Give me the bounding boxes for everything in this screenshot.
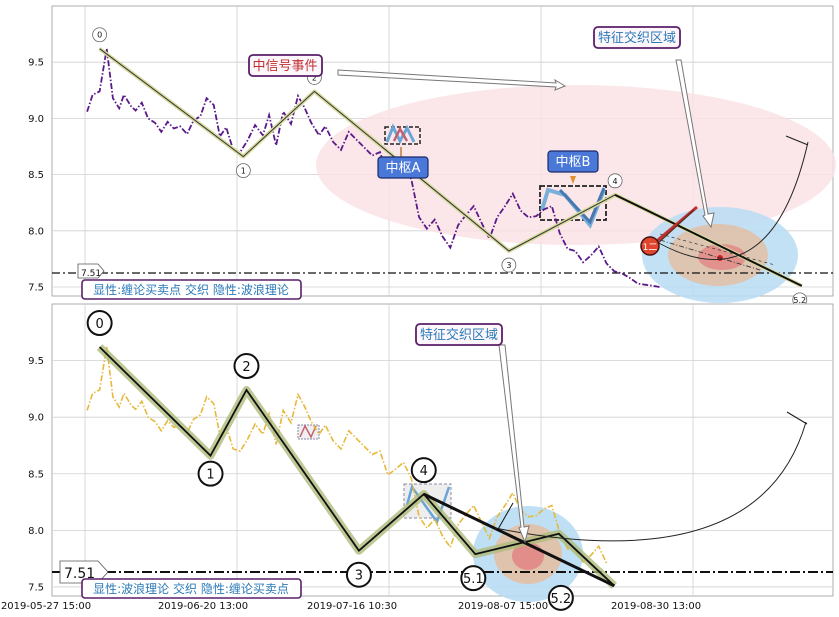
bottom-wave-point-marker	[197, 460, 224, 487]
signal-arrow	[337, 69, 567, 91]
bottom-y-tick-label: 8.5	[28, 469, 44, 480]
top-y-ticks: 7.5 8.0 8.5 9.0 9.5	[28, 58, 44, 294]
bottom-hline-text: 7.51	[64, 566, 95, 582]
bottom-x-tick-label: 2019-07-16 10:30	[307, 601, 397, 612]
top-wave-point-label: 3	[506, 261, 511, 270]
top-price-line	[86, 48, 660, 288]
bottom-wave-point-label: 4	[420, 464, 428, 479]
feature-zone-label-top: 特征交织区域	[593, 26, 681, 49]
bottom-wave-point-label: 0	[96, 317, 104, 332]
bottom-wave-point-marker	[233, 353, 260, 380]
center-b-text: 中枢B	[556, 155, 591, 170]
bottom-panel: 7.5 8.0 8.5 9.0 9.5 2019-05-27 15:00 2019-06-…	[1, 303, 834, 612]
top-hline-label: 7.51	[77, 263, 105, 279]
top-y-tick-label: 8.0	[28, 226, 44, 237]
center-b-box	[539, 185, 607, 221]
bottom-x-tick-label: 2019-05-27 15:00	[1, 601, 91, 612]
bottom-wave-point-marker	[86, 310, 113, 337]
bottom-hline-label: 7.51	[59, 560, 109, 584]
center-a-text: 中枢A	[386, 161, 421, 176]
top-arc-cap	[785, 135, 809, 146]
feature-zone-arrow-top	[675, 59, 715, 229]
bottom-series	[86, 344, 618, 589]
bottom-wave-point-label: 1	[206, 468, 214, 483]
center-a-label: 中枢A	[377, 156, 429, 179]
top-wave-point-label: 5.2	[793, 296, 806, 305]
center-a-box	[384, 126, 421, 145]
bottom-x-tick-label: 2019-08-07 15:00	[458, 601, 548, 612]
top-wave-point-label: 1	[241, 167, 246, 176]
bottom-x-tick-label: 2019-08-30 13:00	[611, 601, 701, 612]
center-a-zigzag2	[392, 126, 409, 142]
feature-zone-label-bottom: 特征交织区域	[415, 323, 503, 346]
center-b-zigzag2	[558, 187, 606, 225]
bottom-wave-final-leg	[423, 492, 615, 588]
bottom-arc-cap	[786, 411, 808, 425]
top-wave-final-leg	[614, 193, 803, 287]
top-wave-point-marker	[501, 257, 517, 273]
bottom-price-line	[86, 346, 608, 564]
top-marker-text: 1二	[643, 243, 658, 253]
top-y-tick-label: 7.5	[28, 283, 44, 294]
bottom-x-tick-label: 2019-06-20 13:00	[158, 601, 248, 612]
top-y-tick-label: 9.5	[28, 58, 44, 69]
top-red-diag2	[655, 209, 695, 246]
center-a-zigzag	[385, 123, 416, 145]
top-panel: 7.5 8.0 8.5 9.0 9.5 7.51 0 1 2 3 4 5.2	[28, 5, 836, 308]
top-dash2	[659, 233, 776, 266]
bottom-wave-point-label: 2	[242, 360, 250, 375]
bottom-wave-point-marker	[460, 565, 487, 592]
top-arc	[649, 141, 809, 261]
bottom-y-ticks: 7.5 8.0 8.5 9.0 9.5	[28, 356, 44, 593]
bottom-wave-point-label: 5.2	[551, 592, 572, 607]
top-wave-point-label: 0	[97, 31, 102, 40]
bottom-thin-spike	[496, 502, 514, 532]
bottom-points: 0 1 2 3 4 5.1 5.2	[86, 310, 574, 611]
bottom-y-tick-label: 9.0	[28, 413, 44, 424]
top-wave-point-marker	[607, 173, 623, 189]
bottom-bottom-note: 显性:波浪理论 交织 隐性:缠论买卖点	[81, 578, 302, 599]
top-wave-point-label: 2	[312, 73, 317, 82]
top-bottom-note-text: 显性:缠论买卖点 交织 隐性:波浪理论	[93, 282, 289, 297]
bottom-wave-point-label: 5.1	[463, 572, 484, 587]
center-b-label: 中枢B	[547, 150, 599, 173]
signal-event-label: 中信号事件	[248, 54, 323, 77]
top-hline-text: 7.51	[81, 269, 101, 279]
top-wave-point-label: 4	[613, 177, 618, 186]
signal-event-text: 中信号事件	[252, 59, 317, 74]
bottom-wave-line	[98, 346, 615, 587]
bottom-wave-point-marker	[345, 561, 372, 588]
top-y-tick-label: 9.0	[28, 114, 44, 125]
bottom-grid	[52, 304, 833, 596]
feature-zone-arrow-bottom	[498, 344, 530, 544]
feature-zone-text-bottom: 特征交织区域	[420, 327, 498, 343]
bottom-y-tick-label: 7.5	[28, 582, 44, 593]
top-marker	[640, 236, 660, 256]
bottom-wave-point-label: 3	[355, 569, 363, 584]
top-wave-point-marker	[92, 27, 108, 43]
bottom-arc	[494, 421, 807, 542]
bottom-wave-point-marker	[547, 584, 574, 611]
top-dash1	[659, 239, 761, 271]
feature-zone-text-top: 特征交织区域	[598, 30, 676, 46]
top-bottom-note: 显性:缠论买卖点 交织 隐性:波浪理论	[81, 279, 302, 300]
bottom-y-tick-label: 8.0	[28, 526, 44, 537]
bottom-y-tick-label: 9.5	[28, 356, 44, 367]
bottom-plot-area	[51, 303, 834, 597]
bottom-x-ticks: 2019-05-27 15:00 2019-06-20 13:00 2019-07-…	[1, 601, 701, 612]
top-y-tick-label: 8.5	[28, 170, 44, 181]
top-wave-point-marker	[235, 163, 251, 179]
bottom-bottom-note-text: 显性:波浪理论 交织 隐性:缠论买卖点	[93, 581, 289, 596]
bottom-center-a-zigzag	[299, 424, 317, 439]
bottom-wave-point-marker	[410, 457, 437, 484]
center-b-arrow	[570, 176, 576, 184]
